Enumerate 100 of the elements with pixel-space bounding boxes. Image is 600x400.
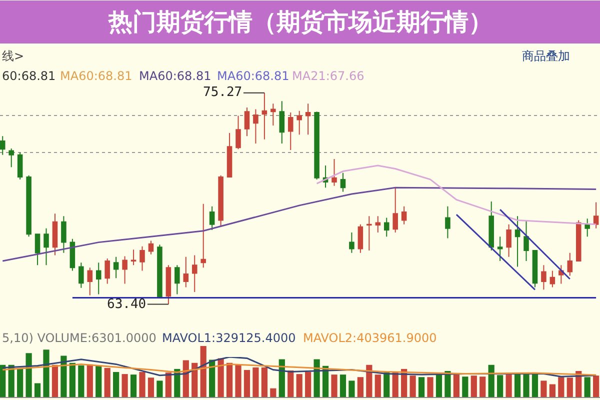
text: 5,10) VOLUME:6301.0000 — [2, 331, 156, 345]
bar — [384, 372, 390, 397]
bar — [69, 362, 76, 397]
bar — [314, 359, 320, 397]
candlestick — [148, 240, 154, 255]
candlestick — [87, 267, 93, 296]
annotation: 75.27 — [203, 85, 242, 100]
candlestick — [541, 264, 546, 290]
bar — [122, 374, 128, 397]
candlestick — [236, 115, 241, 150]
bar — [584, 377, 590, 397]
text: MAVOL2:403961.9000 — [303, 331, 437, 345]
text: 60:68.81 — [2, 69, 56, 83]
bar — [374, 374, 381, 397]
bar — [296, 374, 302, 397]
candlestick — [401, 206, 407, 225]
bar — [182, 360, 189, 397]
bar — [192, 362, 198, 397]
bar — [244, 370, 250, 397]
bar — [52, 364, 58, 397]
candlestick — [61, 216, 66, 254]
candlestick — [52, 213, 58, 256]
bar — [558, 377, 564, 397]
bar — [462, 376, 468, 397]
candlestick — [192, 254, 198, 292]
text: 商品叠加 — [522, 49, 570, 63]
candlestick — [514, 216, 520, 268]
bar — [34, 383, 41, 397]
bar — [130, 374, 137, 397]
chart-title: 热门期货行情（期货市场近期行情） — [108, 8, 492, 36]
candlestick — [296, 110, 302, 136]
candlestick — [305, 103, 311, 136]
bar — [418, 377, 425, 397]
candlestick — [157, 244, 162, 298]
bar — [261, 367, 268, 397]
candlestick — [567, 252, 573, 276]
bar — [331, 374, 338, 397]
candlestick — [497, 236, 503, 262]
candlestick — [104, 258, 110, 284]
candlestick — [70, 238, 76, 272]
bar — [523, 372, 530, 397]
candlestick — [17, 152, 23, 180]
candlestick — [130, 249, 136, 266]
candlestick — [0, 136, 6, 156]
candlestick — [253, 108, 258, 144]
bar — [340, 374, 346, 397]
bar — [278, 359, 285, 397]
bar — [470, 376, 477, 397]
bar — [288, 370, 294, 397]
bar — [139, 372, 146, 397]
candlestick — [576, 220, 582, 262]
candlestick — [524, 220, 529, 262]
candlestick — [506, 224, 512, 258]
bar — [78, 365, 84, 397]
bar — [540, 380, 547, 397]
text: MA21:67.66 — [292, 69, 364, 83]
candlestick — [279, 100, 285, 144]
bar — [506, 374, 512, 397]
bar — [235, 364, 242, 397]
bar — [427, 377, 434, 397]
candlestick — [358, 224, 364, 254]
text: MA60:68.81 — [139, 69, 212, 83]
bar — [226, 362, 233, 397]
bar — [60, 356, 67, 397]
bar — [497, 375, 504, 397]
candlestick — [349, 232, 354, 254]
annotation: 63.40 — [107, 297, 146, 312]
candlestick — [174, 264, 180, 295]
candlestick — [445, 206, 450, 239]
candlestick — [96, 262, 102, 295]
candlestick — [340, 172, 346, 192]
candlestick — [314, 111, 320, 180]
candlestick — [26, 174, 32, 238]
candlestick — [532, 250, 538, 288]
text: MAVOL1:329125.4000 — [162, 331, 296, 345]
candlestick — [488, 201, 494, 251]
bar — [392, 372, 398, 397]
bar — [453, 374, 460, 397]
candlestick — [140, 246, 145, 272]
candlestick — [122, 256, 128, 284]
bar — [532, 372, 538, 397]
bar — [218, 358, 224, 397]
candlestick — [226, 132, 232, 178]
bar — [200, 346, 206, 397]
candlestick — [34, 234, 40, 266]
bar — [17, 368, 24, 397]
bar — [270, 388, 276, 397]
bar — [488, 364, 494, 397]
bar — [96, 365, 102, 397]
candlestick — [262, 92, 268, 140]
bar — [410, 376, 416, 397]
bar — [209, 360, 216, 397]
bar — [480, 376, 486, 397]
candlestick — [584, 218, 590, 238]
bar — [593, 376, 600, 397]
bar — [436, 374, 442, 397]
bar — [357, 377, 364, 397]
candlestick — [78, 262, 84, 288]
bar — [366, 364, 372, 397]
bar — [113, 372, 120, 397]
